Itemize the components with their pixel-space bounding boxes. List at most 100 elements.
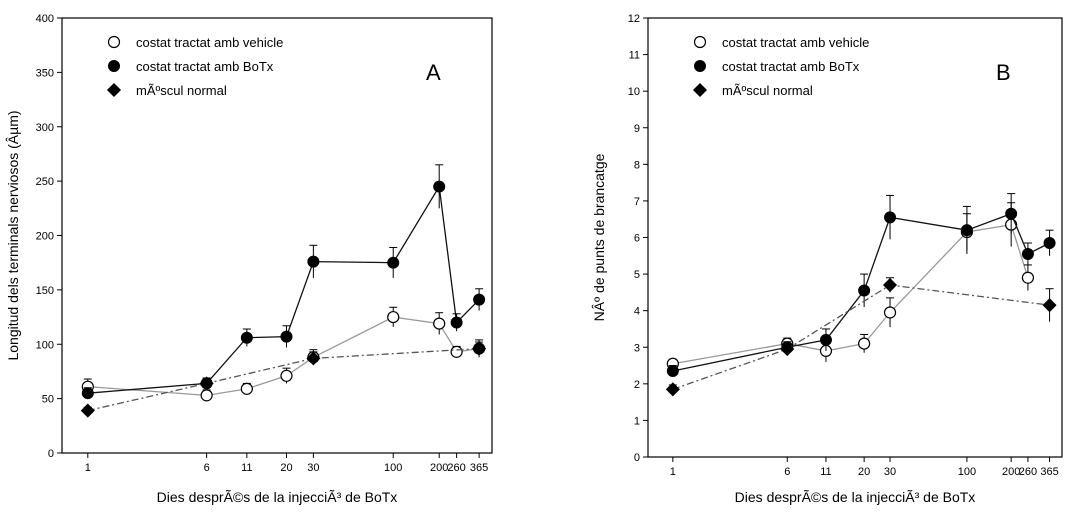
y-tick-label: 2 <box>634 379 640 391</box>
y-axis-label-b: NÂº de punts de brancatge <box>591 153 607 321</box>
x-tick-label: 200 <box>1002 466 1020 478</box>
data-point <box>450 316 463 329</box>
x-tick-label: 20 <box>280 462 292 474</box>
data-point <box>472 341 487 356</box>
data-point <box>106 82 122 98</box>
panel-letter-b: B <box>996 60 1011 85</box>
x-tick-label: 11 <box>820 466 831 478</box>
y-tick-label: 3 <box>634 342 640 354</box>
data-point <box>960 224 973 237</box>
data-point <box>858 337 871 350</box>
data-point <box>1043 236 1056 249</box>
legend-a: costat tractat amb vehicle costat tracta… <box>106 35 283 98</box>
data-point <box>200 389 213 402</box>
x-tick-label: 100 <box>958 466 976 478</box>
data-point <box>1021 247 1034 260</box>
y-tick-label: 300 <box>36 122 54 134</box>
x-tick-label: 1 <box>85 462 91 474</box>
legend-label-normal-a: mÃºscul normal <box>136 83 227 98</box>
x-tick-label: 1 <box>670 466 676 478</box>
y-tick-label: 250 <box>36 176 54 188</box>
data-layer-a <box>80 164 487 418</box>
data-point <box>665 382 680 397</box>
data-point <box>280 369 293 382</box>
legend-label-botx-a: costat tractat amb BoTx <box>136 59 274 74</box>
y-tick-label: 350 <box>36 67 54 79</box>
data-point <box>473 293 486 306</box>
data-point <box>81 387 94 400</box>
data-point <box>819 333 832 346</box>
y-tick-label: 100 <box>36 339 54 351</box>
y-tick-label: 6 <box>634 233 640 245</box>
legend-label-botx-b: costat tractat amb BoTx <box>722 59 860 74</box>
data-point <box>884 211 897 224</box>
y-tick-label: 200 <box>36 231 54 243</box>
data-point <box>387 310 400 324</box>
y-tick-label: 11 <box>629 50 640 62</box>
series-line <box>87 184 480 394</box>
data-point <box>240 331 253 344</box>
y-tick-label: 7 <box>634 196 640 208</box>
data-point <box>199 376 214 391</box>
data-point <box>1021 271 1035 284</box>
data-point <box>1042 298 1057 313</box>
data-point <box>693 35 707 49</box>
y-axis-label-a: Longitud dels terminals nerviosos (Âµm) <box>5 110 21 360</box>
x-tick-label: 100 <box>384 462 402 474</box>
data-point <box>307 255 320 268</box>
data-point <box>450 345 463 358</box>
legend-label-vehicle-a: costat tractat amb vehicle <box>136 35 283 50</box>
x-tick-label: 6 <box>784 466 790 478</box>
y-tick-label: 10 <box>628 86 640 98</box>
series-ma-scul-normal <box>665 277 1057 397</box>
series-costat-tractat-amb-botx <box>81 164 486 400</box>
legend-label-vehicle-b: costat tractat amb vehicle <box>722 35 869 50</box>
y-tick-label: 12 <box>628 13 640 25</box>
data-point <box>694 60 706 72</box>
y-tick-label: 9 <box>634 123 640 135</box>
data-point <box>780 342 795 357</box>
x-tick-label: 365 <box>470 462 488 474</box>
x-tick-label: 11 <box>241 462 252 474</box>
x-axis-label-a: Dies desprÃ©s de la injecciÃ³ de BoTx <box>157 489 398 505</box>
series-line <box>672 284 1050 390</box>
series-ma-scul-normal <box>80 339 487 418</box>
y-tick-label: 8 <box>634 159 640 171</box>
data-point <box>883 306 897 319</box>
legend-label-normal-b: mÃºscul normal <box>722 83 813 98</box>
x-tick-label: 200 <box>430 462 448 474</box>
y-tick-label: 0 <box>48 448 54 460</box>
data-point <box>387 256 400 269</box>
y-tick-label: 5 <box>634 269 640 281</box>
series-line <box>672 223 1029 365</box>
legend-b: costat tractat amb vehicle costat tracta… <box>692 35 869 98</box>
data-point <box>433 180 446 193</box>
series-costat-tractat-amb-vehicle <box>81 306 486 402</box>
data-point <box>280 330 293 343</box>
series-line <box>87 347 480 412</box>
data-point <box>882 278 898 293</box>
x-tick-label: 260 <box>447 462 465 474</box>
y-tick-label: 1 <box>634 415 640 427</box>
x-tick-label: 20 <box>858 466 870 478</box>
x-tick-label: 260 <box>1019 466 1037 478</box>
series-costat-tractat-amb-vehicle <box>666 202 1035 370</box>
x-tick-label: 365 <box>1040 466 1058 478</box>
data-point <box>1005 207 1018 220</box>
panel-letter-a: A <box>426 60 441 85</box>
x-tick-label: 30 <box>307 462 319 474</box>
x-tick-label: 6 <box>204 462 210 474</box>
data-point <box>107 35 121 49</box>
x-tick-label: 30 <box>884 466 896 478</box>
y-tick-label: 150 <box>36 285 54 297</box>
data-point <box>80 403 95 418</box>
data-point <box>692 82 708 98</box>
data-point <box>108 60 120 72</box>
data-point <box>858 284 871 297</box>
y-tick-label: 0 <box>634 452 640 464</box>
